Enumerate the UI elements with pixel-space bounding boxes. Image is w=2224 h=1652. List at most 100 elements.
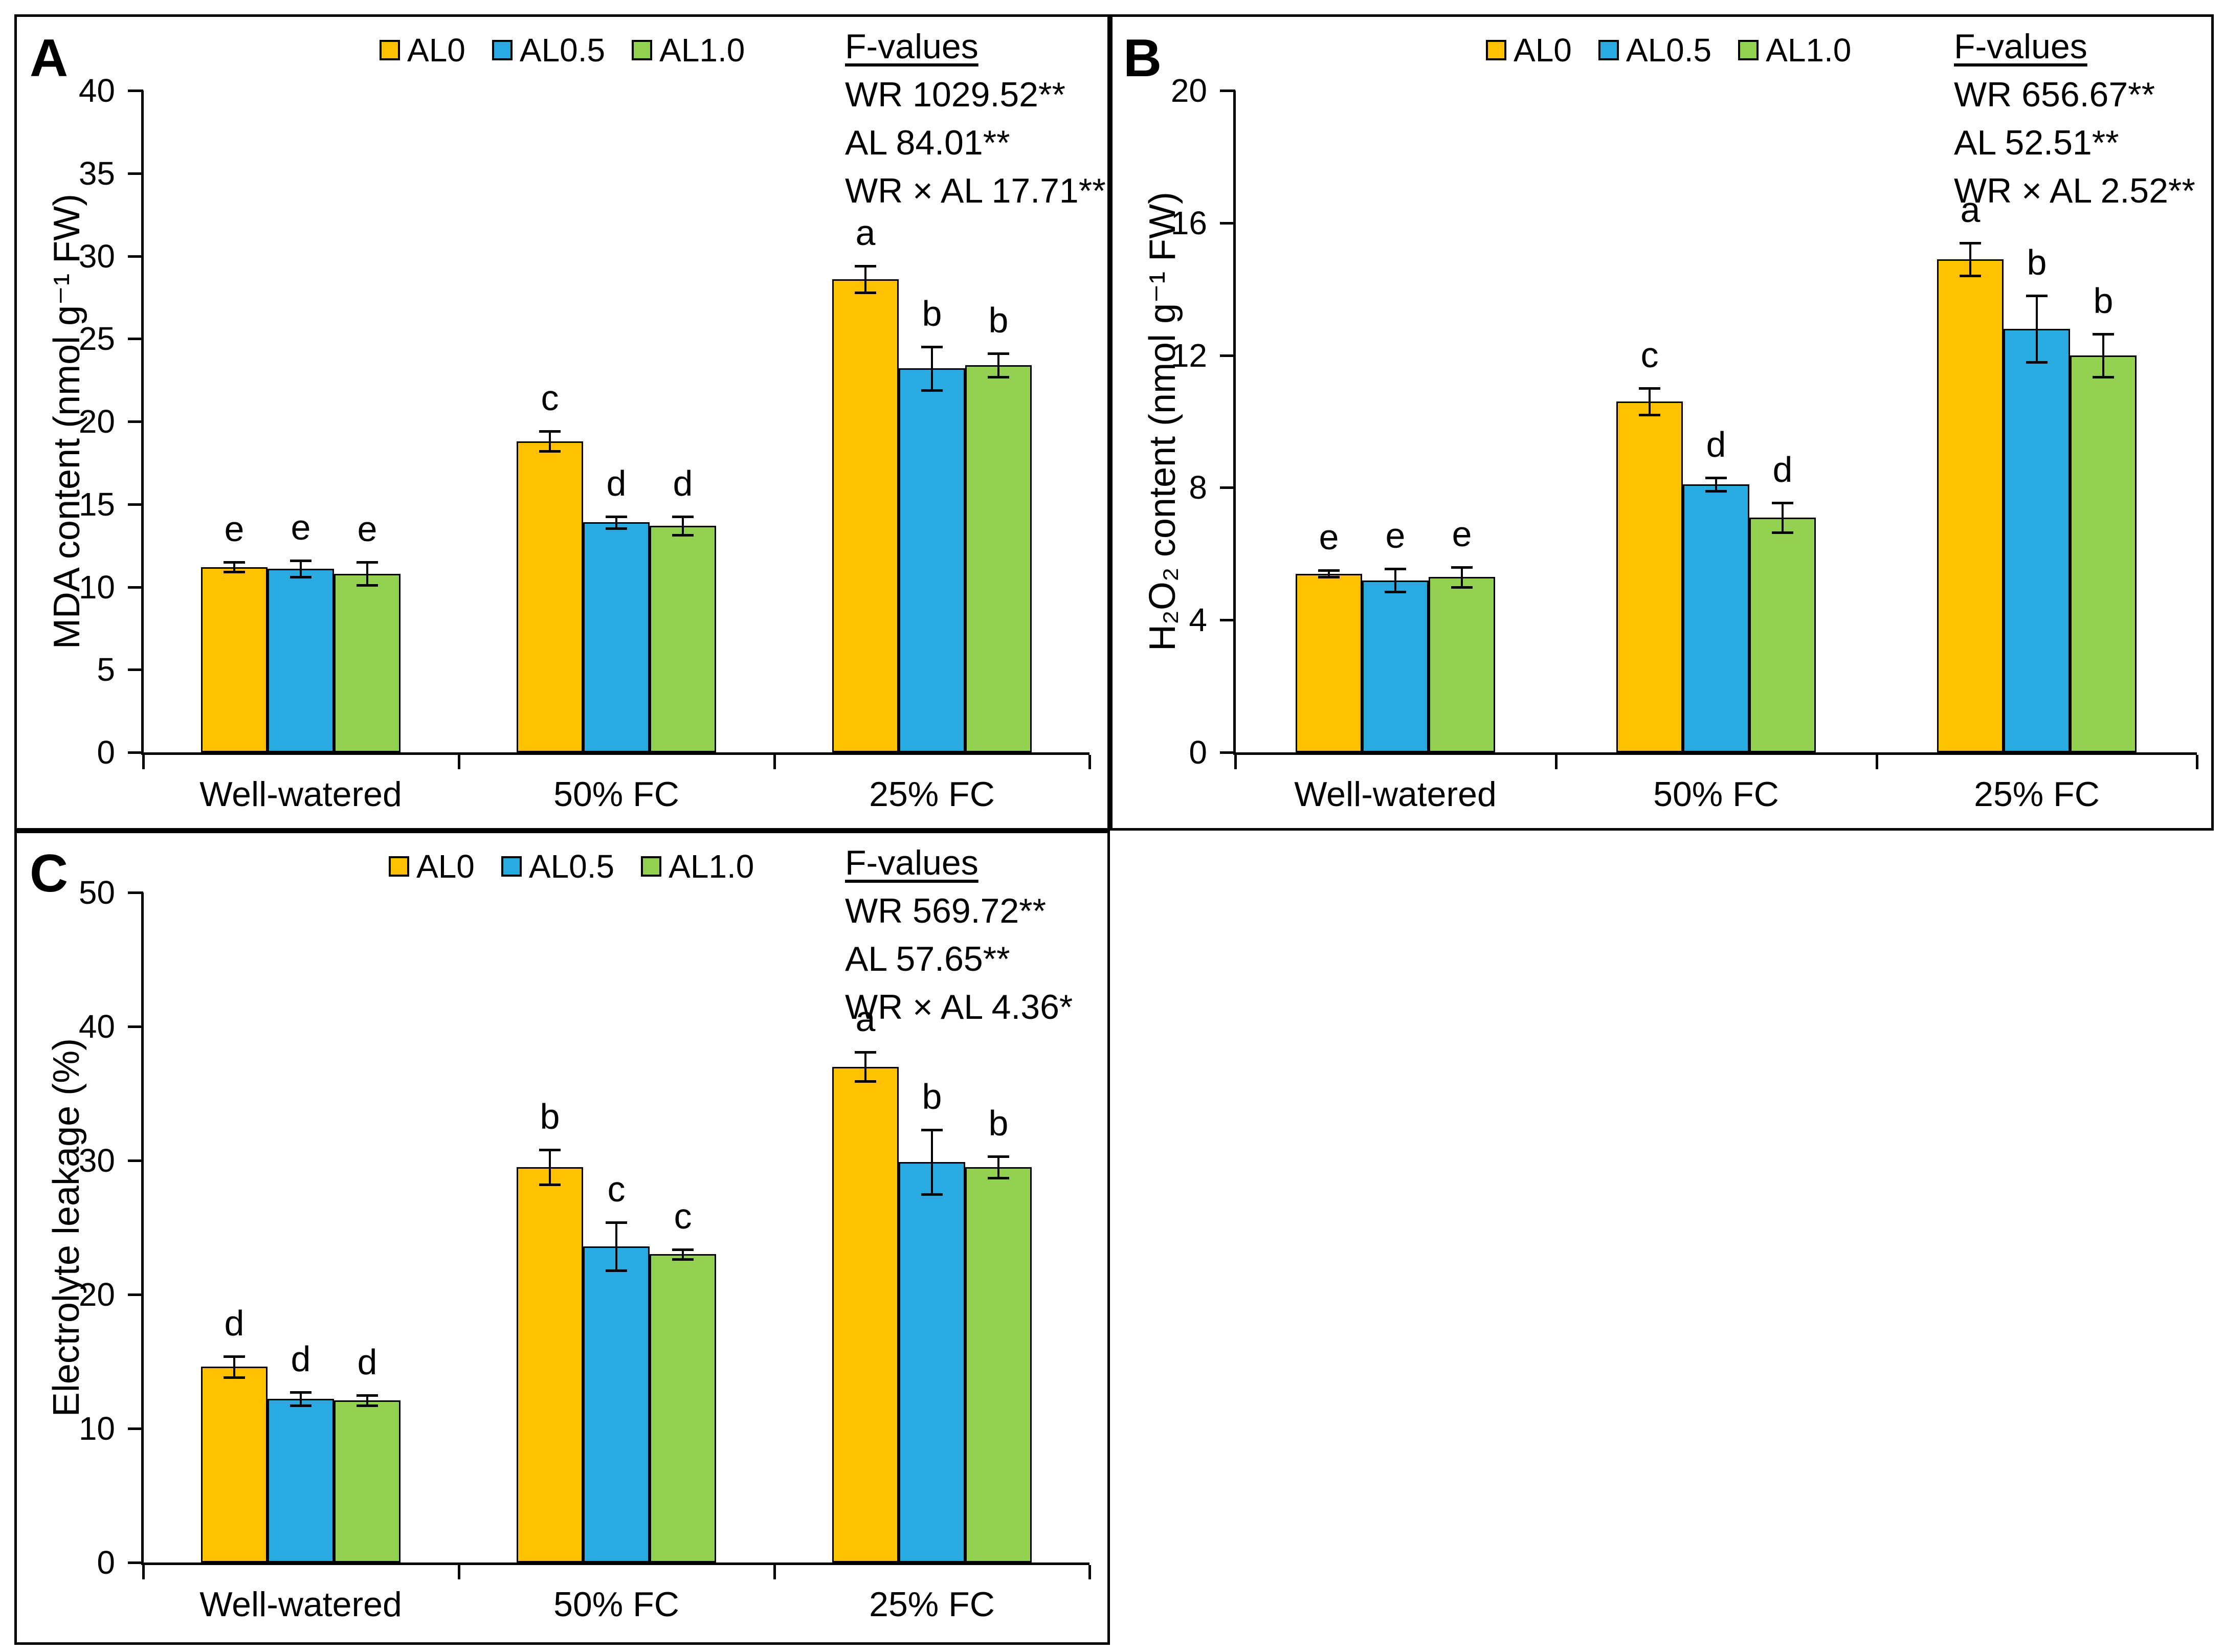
panel-a-legend: AL0 AL0.5 AL1.0 — [380, 34, 745, 66]
y-tick-label: 40 — [78, 72, 115, 109]
bar — [583, 1246, 650, 1562]
y-tick — [128, 420, 143, 423]
y-tick-label: 0 — [97, 734, 115, 771]
panel-b-y-axis-title: H₂O₂ content (nmol g⁻¹ FW) — [1142, 191, 1183, 652]
fvalues-line: WR 656.67** — [1954, 75, 2155, 114]
al1_0-swatch-icon — [632, 40, 653, 60]
sig-letter: e — [1385, 515, 1406, 555]
sig-letter: e — [1452, 514, 1472, 554]
error-bar-cap — [1639, 387, 1660, 390]
error-bar — [300, 1392, 302, 1406]
al0_5-swatch-icon — [492, 40, 513, 60]
legend-item-al0_5: AL0.5 — [492, 34, 605, 66]
error-bar — [931, 347, 933, 390]
al0-swatch-icon — [1486, 40, 1506, 60]
bar — [583, 522, 650, 752]
y-tick — [128, 1427, 143, 1430]
error-bar-cap — [539, 430, 561, 433]
y-tick — [128, 1561, 143, 1564]
x-tick — [1554, 755, 1558, 769]
error-bar-cap — [1385, 567, 1406, 570]
error-bar-cap — [2026, 361, 2048, 364]
fvalues-line: AL 57.65** — [845, 940, 1010, 978]
y-tick — [128, 255, 143, 258]
legend-label: AL1.0 — [1766, 32, 1852, 69]
y-tick-label: 8 — [1189, 469, 1207, 506]
y-tick-label: 10 — [78, 568, 115, 606]
y-tick-label: 40 — [78, 1008, 115, 1045]
y-axis — [141, 892, 144, 1565]
sig-letter: b — [922, 1076, 942, 1117]
error-bar — [997, 1156, 999, 1178]
fvalues-title: F-values — [1954, 27, 2087, 66]
bar — [2070, 355, 2137, 752]
error-bar-cap — [606, 527, 627, 530]
bar — [1937, 259, 2004, 752]
error-bar-cap — [1705, 489, 1727, 493]
error-bar-cap — [1960, 241, 1981, 244]
error-bar — [549, 431, 551, 452]
y-tick-label: 50 — [78, 874, 115, 911]
error-bar-cap — [357, 584, 378, 587]
error-bar — [366, 1395, 368, 1406]
y-tick — [1220, 486, 1235, 489]
y-tick-label: 35 — [78, 154, 115, 192]
y-tick — [128, 1159, 143, 1162]
fvalues-line: WR × AL 4.36* — [845, 988, 1073, 1026]
error-bar-cap — [224, 1355, 245, 1358]
panel-a-letter: A — [30, 29, 69, 88]
error-bar — [2036, 296, 2038, 362]
bar — [1749, 517, 1816, 752]
y-tick-label: 25 — [78, 320, 115, 358]
fvalues-line: WR × AL 2.52** — [1954, 171, 2195, 210]
bar — [1296, 573, 1362, 752]
bar — [1429, 577, 1495, 752]
fvalues-line: WR × AL 17.71** — [845, 171, 1106, 210]
y-tick — [128, 1293, 143, 1296]
fvalues-title: F-values — [845, 27, 978, 66]
y-tick-label: 15 — [78, 485, 115, 523]
y-tick — [128, 338, 143, 341]
sig-letter: c — [607, 1169, 626, 1209]
y-tick-label: 20 — [78, 403, 115, 440]
sig-letter: a — [855, 212, 876, 253]
error-bar-cap — [1451, 566, 1473, 569]
panel-b-letter: B — [1123, 29, 1162, 88]
y-tick-label: 16 — [1170, 204, 1207, 241]
al0_5-swatch-icon — [501, 856, 522, 877]
error-bar — [1394, 568, 1396, 592]
legend-item-al0: AL0 — [389, 850, 475, 883]
error-bar-cap — [672, 1248, 694, 1252]
error-bar-cap — [1772, 501, 1793, 504]
sig-letter: b — [540, 1097, 560, 1137]
error-bar-cap — [290, 1404, 312, 1408]
error-bar — [2102, 333, 2104, 377]
category-label: 25% FC — [1974, 775, 2100, 814]
legend-item-al1_0: AL1.0 — [632, 34, 745, 66]
error-bar — [549, 1150, 551, 1185]
bar — [899, 1162, 965, 1562]
legend-label: AL0 — [1514, 32, 1572, 69]
y-tick-label: 5 — [97, 651, 115, 688]
error-bar — [682, 517, 684, 535]
legend-label: AL0.5 — [519, 32, 606, 69]
error-bar-cap — [2093, 375, 2114, 378]
bar — [899, 368, 965, 752]
error-bar-cap — [1705, 476, 1727, 479]
error-bar-cap — [606, 1269, 627, 1272]
bar — [965, 365, 1032, 752]
bar — [334, 573, 401, 752]
error-bar-cap — [290, 1391, 312, 1394]
error-bar — [1715, 477, 1717, 491]
sig-letter: d — [224, 1303, 244, 1343]
error-bar-cap — [672, 533, 694, 537]
x-tick — [773, 1565, 776, 1579]
category-label: 25% FC — [869, 1585, 995, 1624]
error-bar-cap — [988, 352, 1009, 355]
y-tick-label: 10 — [78, 1410, 115, 1447]
x-tick — [1875, 755, 1878, 769]
sig-letter: d — [673, 463, 693, 503]
error-bar — [233, 1356, 235, 1378]
bar — [965, 1167, 1032, 1562]
error-bar — [864, 265, 866, 293]
